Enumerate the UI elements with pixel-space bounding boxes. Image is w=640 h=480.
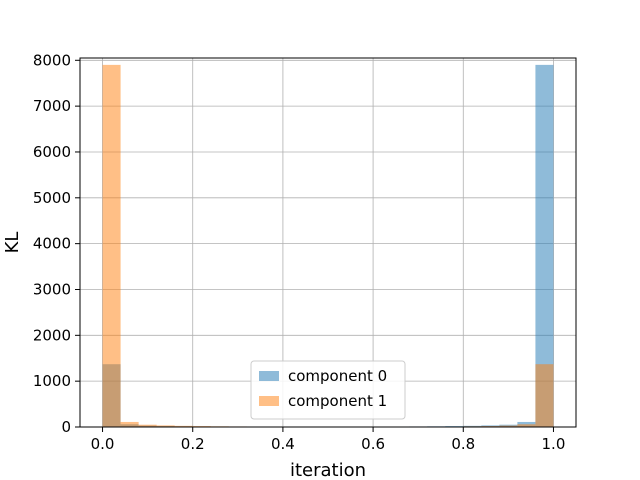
legend-swatch-1: [259, 396, 279, 406]
x-tick-label: 0.0: [91, 435, 115, 453]
legend-label-1: component 1: [288, 392, 387, 410]
legend-swatch-0: [259, 371, 279, 381]
axis-ticks: 0.0 0.2 0.4 0.6 0.8 1.0 0 1000 2000 3000 4000 5000 6…: [33, 51, 566, 453]
y-tick-label: 5000: [33, 189, 71, 207]
x-tick-label: 1.0: [542, 435, 566, 453]
legend-box: [250, 360, 406, 420]
y-tick-label: 7000: [33, 97, 71, 115]
y-tick-label: 4000: [33, 235, 71, 253]
legend-label-0: component 0: [288, 367, 387, 385]
y-tick-label: 0: [61, 418, 71, 436]
bar-series-1: [156, 425, 175, 427]
y-tick-label: 8000: [33, 51, 71, 69]
bar-series-0: [535, 64, 554, 427]
y-tick-label: 1000: [33, 372, 71, 390]
bar-series-1: [499, 425, 518, 427]
x-axis-label: iteration: [290, 460, 366, 480]
bar-series-1: [174, 425, 193, 427]
bar-series-1: [535, 364, 554, 427]
x-tick-label: 0.8: [451, 435, 475, 453]
y-axis-label: KL: [2, 232, 23, 254]
legend: component 0 component 1: [250, 360, 406, 420]
grid-lines: [80, 58, 576, 428]
bar-series-1: [102, 64, 121, 427]
y-tick-label: 2000: [33, 326, 71, 344]
y-tick-label: 6000: [33, 143, 71, 161]
x-tick-label: 0.4: [271, 435, 295, 453]
y-tick-label: 3000: [33, 280, 71, 298]
bar-series-1: [517, 424, 536, 427]
plot-frame: [79, 57, 577, 428]
bar-series-1: [138, 424, 157, 427]
x-tick-label: 0.6: [361, 435, 385, 453]
bar-series-1: [120, 421, 139, 427]
x-tick-label: 0.2: [181, 435, 205, 453]
